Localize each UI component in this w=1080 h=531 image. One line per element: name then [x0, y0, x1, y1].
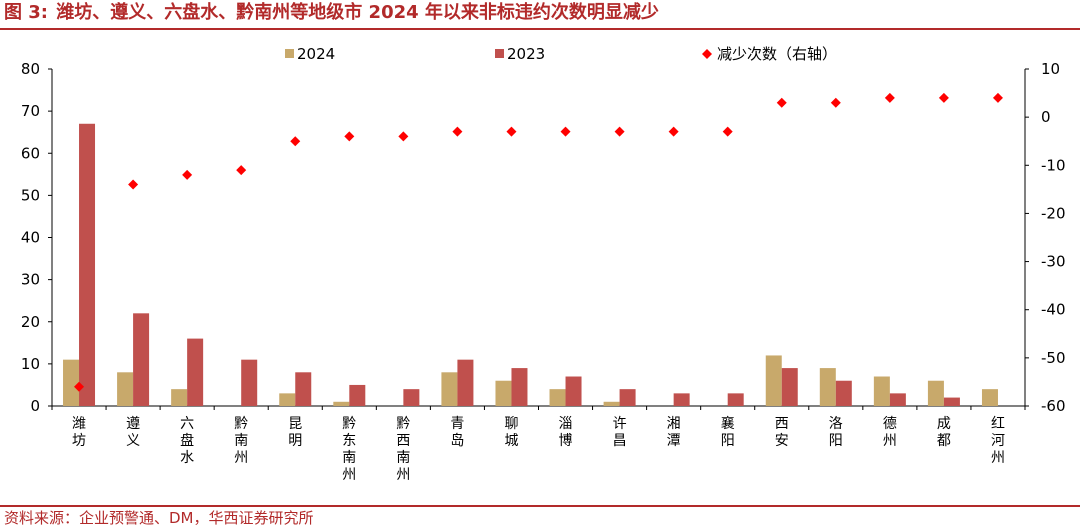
- point-diff: [830, 97, 841, 108]
- bar-2023: [403, 389, 420, 406]
- point-diff: [884, 92, 895, 103]
- y-tick-label-left: 30: [21, 271, 40, 289]
- point-diff: [182, 169, 193, 180]
- chart-axes: 0 10 20 30 40 50 60 70 80 -60 -50 -40 -30 -20 -10 0 10 潍坊…: [21, 60, 1066, 483]
- bar-2024: [927, 380, 944, 406]
- bar-2023: [835, 380, 852, 406]
- bar-2023: [673, 393, 690, 406]
- bar-2024: [279, 393, 296, 406]
- point-diff: [992, 92, 1003, 103]
- x-tick-label: 黔西南州: [396, 416, 410, 483]
- y-tick-label-right: -10: [1041, 156, 1066, 174]
- bar-2023: [187, 338, 204, 406]
- point-diff: [776, 97, 787, 108]
- point-diff: [668, 126, 679, 137]
- point-diff: [560, 126, 571, 137]
- x-tick-label: 聊城: [504, 416, 518, 449]
- y-tick-label-left: 10: [21, 355, 40, 373]
- x-tick-label: 黔南州: [234, 416, 248, 466]
- y-tick-label-right: -40: [1041, 301, 1066, 319]
- y-tick-label-left: 50: [21, 186, 40, 204]
- bar-2023: [79, 123, 96, 406]
- y-tick-label-right: 0: [1041, 108, 1051, 126]
- bar-2023: [727, 393, 744, 406]
- bar-2024: [765, 355, 782, 406]
- bar-2023: [511, 368, 528, 406]
- y-tick-label-right: -50: [1041, 349, 1066, 367]
- bar-2023: [295, 372, 312, 406]
- bar-2023: [241, 359, 258, 406]
- x-tick-label: 青岛: [450, 416, 464, 449]
- point-diff: [722, 126, 733, 137]
- bar-2024: [603, 401, 620, 406]
- x-tick-label: 许昌: [613, 416, 627, 449]
- bar-2024: [981, 389, 998, 406]
- point-diff: [236, 165, 247, 176]
- x-tick-label: 淄博: [559, 416, 573, 449]
- source-note: 资料来源：企业预警通、DM，华西证券研究所: [0, 505, 1080, 531]
- combo-chart: 0 10 20 30 40 50 60 70 80 -60 -50 -40 -30 -20 -10 0 10 潍坊…: [21, 45, 1066, 483]
- x-tick-label: 黔东南州: [342, 416, 356, 483]
- chart-legend: 2024 2023 减少次数（右轴）: [285, 45, 837, 63]
- x-tick-label: 襄阳: [721, 416, 735, 449]
- legend-label-2023: 2023: [507, 45, 545, 63]
- point-diff: [290, 136, 301, 147]
- legend-swatch-diff: [702, 49, 712, 59]
- bar-2024: [333, 401, 350, 406]
- bar-2024: [819, 368, 836, 406]
- chart-bars: [63, 123, 998, 406]
- bar-2023: [133, 313, 150, 406]
- x-tick-label: 德州: [883, 416, 897, 449]
- y-tick-label-left: 70: [21, 102, 40, 120]
- legend-label-2024: 2024: [297, 45, 335, 63]
- y-tick-label-left: 80: [21, 60, 40, 78]
- y-tick-label-right: -30: [1041, 253, 1066, 271]
- x-tick-label: 西安: [775, 416, 789, 449]
- y-tick-label-left: 20: [21, 313, 40, 331]
- legend-swatch-2023: [495, 49, 504, 58]
- bar-2023: [781, 368, 798, 406]
- bar-2023: [349, 384, 366, 406]
- point-diff: [74, 381, 85, 392]
- point-diff: [506, 126, 517, 137]
- y-tick-label-right: -20: [1041, 204, 1066, 222]
- y-tick-label-right: 10: [1041, 60, 1060, 78]
- legend-swatch-2024: [285, 49, 294, 58]
- y-tick-label-right: -60: [1041, 397, 1066, 415]
- y-tick-label-left: 60: [21, 144, 40, 162]
- bar-2024: [495, 380, 512, 406]
- y-tick-label-left: 0: [30, 397, 40, 415]
- x-tick-label: 湘潭: [667, 416, 681, 449]
- chart-points: [74, 92, 1003, 392]
- bar-2023: [457, 359, 474, 406]
- y-tick-label-left: 40: [21, 229, 40, 247]
- point-diff: [128, 179, 139, 190]
- figure-label: 图 3:: [4, 2, 48, 23]
- bar-2024: [171, 389, 188, 406]
- bar-2024: [873, 376, 890, 406]
- point-diff: [614, 126, 625, 137]
- bar-2024: [63, 359, 80, 406]
- x-tick-label: 红河州: [991, 416, 1005, 466]
- bar-2023: [943, 397, 960, 406]
- x-tick-label: 昆明: [288, 416, 302, 449]
- x-tick-label: 六盘水: [180, 416, 194, 466]
- x-tick-label: 潍坊: [72, 416, 86, 449]
- bar-2023: [565, 376, 582, 406]
- x-tick-label: 洛阳: [829, 416, 843, 449]
- point-diff: [344, 131, 355, 142]
- bar-2023: [889, 393, 906, 406]
- bar-2024: [117, 372, 134, 406]
- bar-2024: [441, 372, 458, 406]
- point-diff: [452, 126, 463, 137]
- x-tick-label: 成都: [937, 416, 951, 449]
- figure-title: 图 3: 潍坊、遵义、六盘水、黔南州等地级市 2024 年以来非标违约次数明显减…: [0, 0, 1080, 30]
- x-tick-label: 遵义: [126, 415, 140, 449]
- bar-2023: [619, 389, 636, 406]
- point-diff: [938, 92, 949, 103]
- legend-label-diff: 减少次数（右轴）: [717, 45, 837, 63]
- bar-2024: [549, 389, 566, 406]
- figure-title-text: 潍坊、遵义、六盘水、黔南州等地级市 2024 年以来非标违约次数明显减少: [56, 2, 659, 23]
- point-diff: [398, 131, 409, 142]
